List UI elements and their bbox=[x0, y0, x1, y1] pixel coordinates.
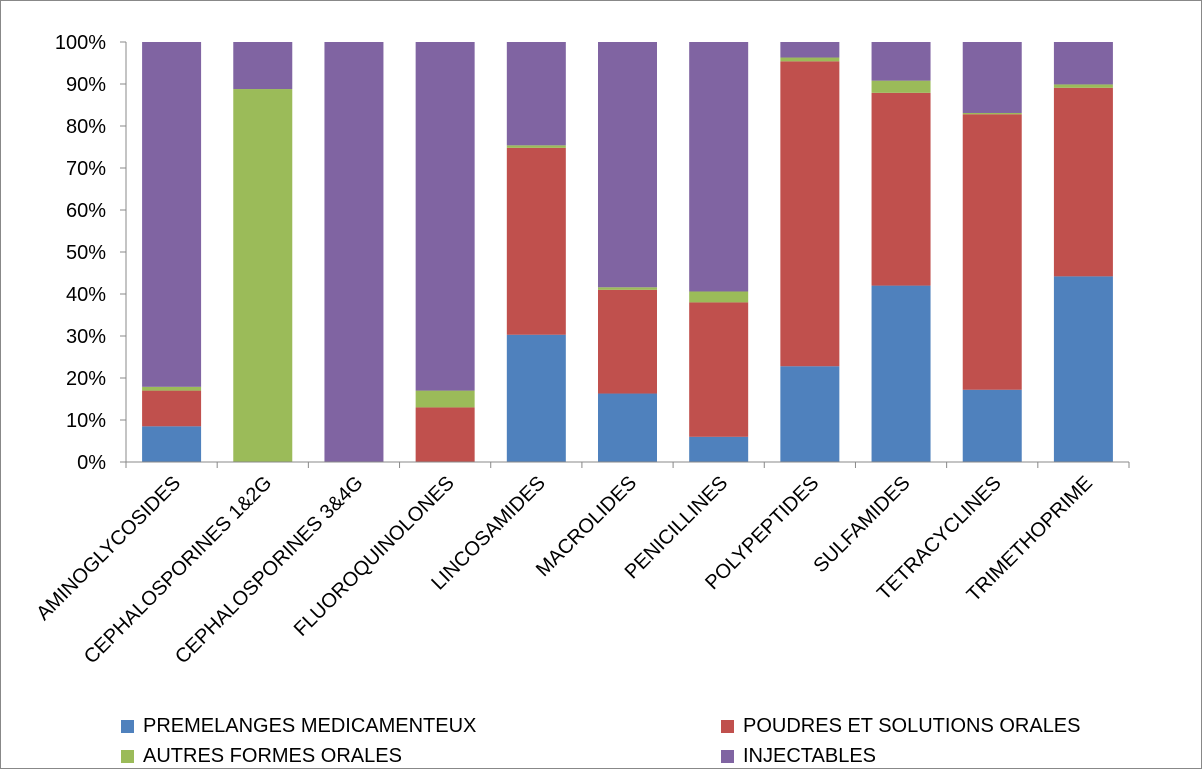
bar-segment-tetracyclines-s1 bbox=[962, 389, 1022, 462]
y-tick-label: 100% bbox=[55, 32, 106, 54]
bar-segment-sulfamides-s2 bbox=[871, 92, 931, 286]
bar-segment-tetracyclines-s3 bbox=[962, 112, 1022, 115]
y-tick-label: 40% bbox=[66, 284, 106, 306]
x-category-label: CEPHALOSPORINES 1&2G bbox=[80, 472, 276, 668]
legend-item-2: POUDRES ET SOLUTIONS ORALES bbox=[721, 713, 1081, 739]
bar-segment-cephalosporines-1-2g-s3 bbox=[233, 89, 293, 462]
bar-segment-penicillines-s3 bbox=[689, 291, 749, 303]
legend-label: AUTRES FORMES ORALES bbox=[143, 744, 402, 767]
bar-segment-fluoroquinolones-s4 bbox=[415, 42, 475, 391]
bar-segment-macrolides-s1 bbox=[598, 393, 657, 462]
bar-segment-macrolides-s3 bbox=[598, 287, 657, 290]
bar-segment-aminoglycosides-s2 bbox=[142, 390, 202, 427]
y-tick-label: 50% bbox=[66, 242, 106, 264]
bar-segment-lincosamides-s1 bbox=[506, 334, 566, 462]
bar-segment-aminoglycosides-s1 bbox=[142, 426, 202, 462]
bar-segment-trimethoprime-s3 bbox=[1053, 84, 1113, 88]
legend-swatch bbox=[721, 749, 734, 763]
bar-segment-penicillines-s1 bbox=[689, 436, 749, 462]
legend-item-1: PREMELANGES MEDICAMENTEUX bbox=[121, 713, 476, 739]
bar-segment-trimethoprime-s4 bbox=[1053, 42, 1113, 85]
y-tick-label: 0% bbox=[77, 452, 106, 474]
legend-swatch bbox=[721, 719, 734, 733]
bar-segment-trimethoprime-s1 bbox=[1053, 276, 1113, 462]
legend-item-4: INJECTABLES bbox=[721, 743, 876, 769]
legend-item-3: AUTRES FORMES ORALES bbox=[121, 743, 402, 769]
legend: PREMELANGES MEDICAMENTEUX POUDRES ET SOLU… bbox=[121, 713, 1181, 771]
bar-segment-penicillines-s4 bbox=[689, 42, 749, 292]
legend-swatch bbox=[121, 749, 134, 763]
y-tick-labels: 0% 10% 20% 30% 40% 50% 60% 70% 80% 90% 100% bbox=[55, 32, 106, 474]
bar-segment-aminoglycosides-s3 bbox=[142, 386, 202, 391]
bar-segment-cephalosporines-3-4g-s4 bbox=[324, 42, 384, 462]
bar-segment-polypeptides-s4 bbox=[780, 42, 840, 58]
legend-label: PREMELANGES MEDICAMENTEUX bbox=[143, 714, 477, 737]
bar-segment-aminoglycosides-s4 bbox=[142, 42, 202, 387]
bar-segment-sulfamides-s1 bbox=[871, 285, 931, 462]
bar-segment-lincosamides-s2 bbox=[506, 147, 566, 335]
y-tick-label: 70% bbox=[66, 158, 106, 180]
bar-segment-tetracyclines-s4 bbox=[962, 42, 1022, 113]
bar-segment-tetracyclines-s2 bbox=[962, 114, 1022, 390]
bar-segment-polypeptides-s3 bbox=[780, 57, 840, 62]
axes-group bbox=[120, 41, 1130, 468]
bar-segment-sulfamides-s4 bbox=[871, 42, 931, 81]
bar-segment-cephalosporines-1-2g-s4 bbox=[233, 42, 293, 90]
x-category-label: CEPHALOSPORINES 3&4G bbox=[171, 472, 367, 668]
x-category-label: AMINOGLYCOSIDES bbox=[32, 472, 185, 625]
legend-label: POUDRES ET SOLUTIONS ORALES bbox=[743, 714, 1081, 737]
y-tick-label: 80% bbox=[66, 116, 106, 138]
y-tick-label: 60% bbox=[66, 200, 106, 222]
x-category-label: SULFAMIDES bbox=[809, 472, 914, 577]
bar-segment-lincosamides-s3 bbox=[506, 145, 566, 148]
bars-group bbox=[142, 42, 1113, 462]
y-tick-label: 90% bbox=[66, 74, 106, 96]
bar-segment-penicillines-s2 bbox=[689, 302, 749, 437]
legend-swatch bbox=[121, 719, 134, 733]
bar-segment-fluoroquinolones-s3 bbox=[415, 390, 475, 408]
bar-segment-polypeptides-s1 bbox=[780, 366, 840, 462]
bar-segment-macrolides-s2 bbox=[598, 289, 657, 394]
y-tick-label: 20% bbox=[66, 368, 106, 390]
bar-segment-fluoroquinolones-s2 bbox=[415, 407, 475, 462]
legend-label: INJECTABLES bbox=[743, 744, 876, 767]
y-tick-label: 30% bbox=[66, 326, 106, 348]
bar-segment-trimethoprime-s2 bbox=[1053, 87, 1113, 277]
bar-segment-sulfamides-s3 bbox=[871, 80, 931, 93]
y-tick-label: 10% bbox=[66, 410, 106, 432]
stacked-bar-chart: 0% 10% 20% 30% 40% 50% 60% 70% 80% 90% 100% AMINOG… bbox=[32, 32, 1130, 668]
bar-segment-lincosamides-s4 bbox=[506, 42, 566, 146]
bar-segment-polypeptides-s2 bbox=[780, 61, 840, 367]
bar-segment-macrolides-s4 bbox=[598, 42, 657, 288]
x-category-label: FLUOROQUINOLONES bbox=[290, 472, 459, 641]
